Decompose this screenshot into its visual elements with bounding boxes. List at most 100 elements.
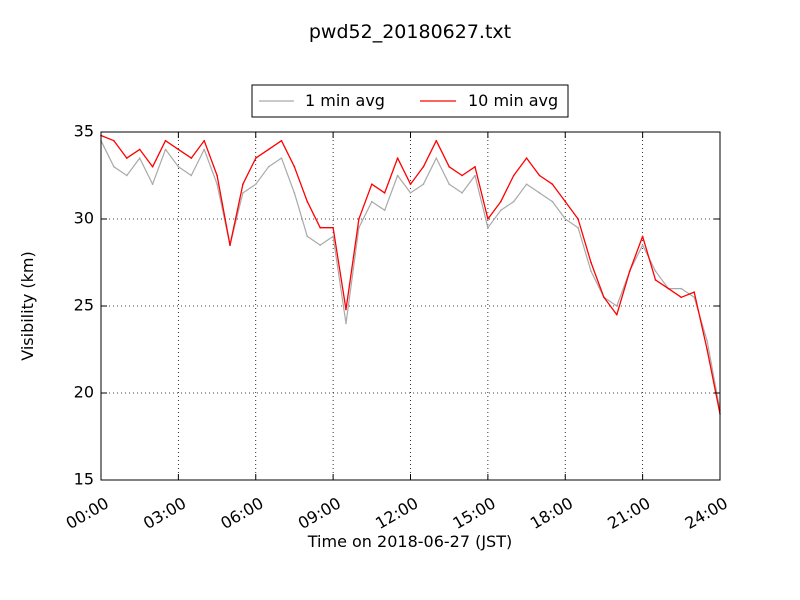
data-point-1-min-avg [332,235,334,238]
data-point-1-min-avg [461,192,463,194]
data-point-1-min-avg [538,192,541,194]
data-point-10-min-avg [190,157,193,159]
data-point-1-min-avg [551,200,554,203]
data-point-10-min-avg [616,313,618,316]
plot-frame [100,131,721,481]
data-point-10-min-avg [177,148,180,151]
data-point-10-min-avg [371,183,373,185]
data-point-1-min-avg [113,166,115,168]
chart-title: pwd52_20180627.txt [309,21,511,43]
data-point-10-min-avg [693,291,695,293]
data-point-10-min-avg [293,166,296,168]
data-point-10-min-avg [590,261,592,264]
data-point-10-min-avg [603,296,605,299]
data-point-1-min-avg [255,183,257,185]
y-tick-label: 20 [74,383,94,402]
data-point-1-min-avg [448,183,451,185]
data-point-10-min-avg [680,296,683,299]
data-point-10-min-avg [538,174,541,177]
data-point-10-min-avg [512,174,515,177]
data-point-1-min-avg [371,200,373,203]
data-point-10-min-avg [706,348,708,351]
legend: 1 min avg 10 min avg [251,84,569,118]
data-point-1-min-avg [242,192,244,194]
data-point-1-min-avg [500,209,502,212]
y-axis-label: Visibility (km) [18,251,37,360]
data-point-1-min-avg [267,166,270,168]
data-point-1-min-avg [164,148,167,151]
data-point-1-min-avg [590,270,592,273]
data-point-1-min-avg [693,296,695,299]
data-point-10-min-avg [151,166,154,168]
legend-label-1min: 1 min avg [305,91,385,110]
data-point-1-min-avg [203,148,205,151]
data-point-10-min-avg [332,226,334,229]
data-point-10-min-avg [138,148,141,151]
data-point-1-min-avg [654,270,657,273]
data-point-1-min-avg [190,174,193,177]
data-point-1-min-avg [358,226,360,229]
data-point-1-min-avg [151,183,154,185]
data-point-10-min-avg [628,270,631,273]
data-point-1-min-avg [306,235,309,238]
data-point-1-min-avg [138,157,141,159]
legend-box [251,84,569,118]
data-point-1-min-avg [641,244,644,246]
data-point-10-min-avg [525,157,528,159]
data-point-1-min-avg [512,200,515,203]
data-point-1-min-avg [345,322,347,325]
data-point-10-min-avg [229,244,231,246]
y-tick-label: 25 [74,296,94,315]
data-point-10-min-avg [577,218,579,220]
data-point-10-min-avg [667,287,670,290]
data-point-1-min-avg [319,244,322,246]
data-point-10-min-avg [345,308,347,311]
data-point-10-min-avg [306,200,309,203]
data-point-10-min-avg [280,139,283,142]
data-point-1-min-avg [474,174,476,177]
data-point-1-min-avg [280,157,283,159]
data-point-10-min-avg [242,183,244,185]
data-point-10-min-avg [500,200,502,203]
y-tick-label: 30 [74,209,94,228]
data-point-10-min-avg [396,157,399,159]
data-point-1-min-avg [616,305,618,307]
data-point-10-min-avg [654,279,657,281]
data-point-10-min-avg [203,139,205,142]
data-point-10-min-avg [422,166,425,168]
data-point-1-min-avg [487,226,489,229]
x-axis-label: Time on 2018-06-27 (JST) [307,532,512,551]
data-point-1-min-avg [525,183,528,185]
data-point-10-min-avg [164,139,167,142]
data-point-10-min-avg [641,235,644,238]
y-tick-label: 15 [74,470,94,489]
data-point-10-min-avg [358,218,360,220]
data-point-10-min-avg [435,139,438,142]
data-point-10-min-avg [409,183,412,185]
data-point-10-min-avg [564,200,567,203]
data-point-10-min-avg [383,192,386,194]
data-point-10-min-avg [113,139,115,142]
data-point-10-min-avg [487,218,489,220]
data-point-1-min-avg [680,287,683,290]
data-point-1-min-avg [216,183,218,185]
data-point-10-min-avg [319,226,322,229]
data-point-1-min-avg [409,192,412,194]
data-point-10-min-avg [267,148,270,151]
data-point-10-min-avg [126,157,128,159]
data-point-1-min-avg [126,174,128,177]
data-point-1-min-avg [383,209,386,212]
legend-label-10min: 10 min avg [468,91,558,110]
data-point-1-min-avg [422,183,425,185]
data-point-10-min-avg [216,174,218,177]
data-point-1-min-avg [396,174,399,177]
data-point-1-min-avg [564,218,567,220]
data-point-10-min-avg [461,174,463,177]
data-point-1-min-avg [435,157,438,159]
data-point-10-min-avg [551,183,554,185]
y-tick-label: 35 [74,122,94,141]
data-point-10-min-avg [448,166,451,168]
series-layer [100,134,721,415]
data-point-10-min-avg [255,157,257,159]
